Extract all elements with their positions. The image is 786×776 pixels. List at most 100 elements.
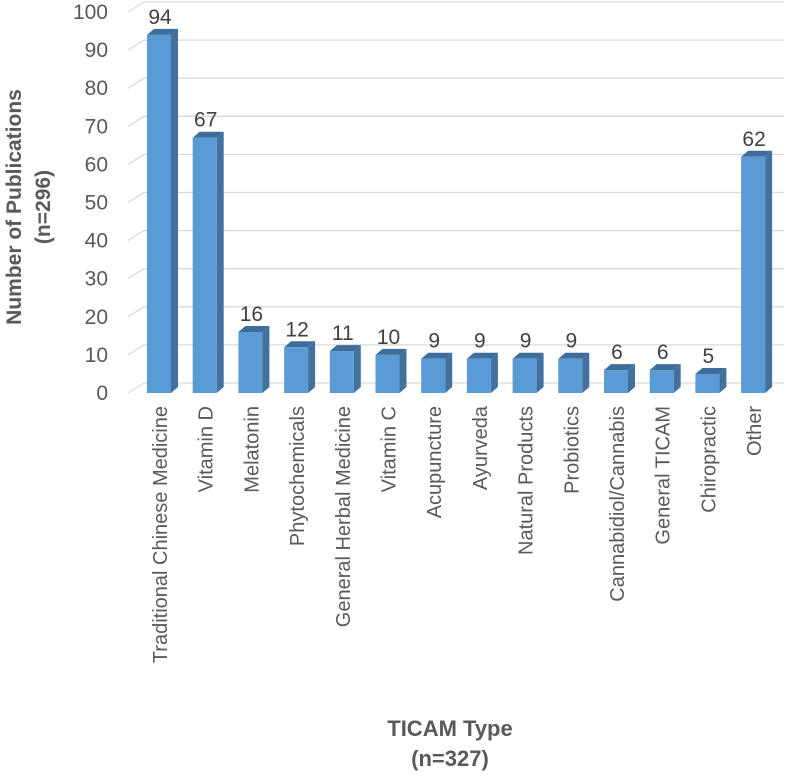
bar-traditional-chinese-medicine: 94	[147, 6, 178, 394]
y-tick-label-60: 60	[85, 153, 108, 176]
gridline-60	[127, 153, 784, 165]
x-axis-title-line2: (n=327)	[411, 746, 489, 771]
x-category-label-melatonin: Melatonin	[241, 406, 263, 493]
bar-value-label: 11	[332, 322, 354, 345]
bar-value-label: 94	[148, 6, 172, 29]
gridline-20	[127, 306, 784, 318]
bar-value-label: 67	[194, 109, 217, 132]
bar-top-face	[329, 345, 361, 352]
bar-front-face	[466, 358, 491, 393]
bar-side-face	[353, 345, 361, 393]
bar-general-ticam: 6	[649, 341, 681, 393]
x-category-label-traditional-chinese-medicine: Traditional Chinese Medicine	[150, 406, 172, 663]
bar-ayurveda: 9	[466, 330, 498, 393]
x-category-label-vitamin-c: Vitamin C	[379, 406, 401, 492]
gridline-40	[127, 229, 784, 242]
y-tick-label-0: 0	[96, 382, 108, 405]
gridline-50	[127, 191, 784, 204]
bar-chiropractic: 5	[695, 345, 727, 393]
bar-top-face	[604, 364, 635, 371]
x-category-label-natural-products: Natural Products	[516, 406, 538, 555]
bar-general-herbal-medicine: 11	[329, 322, 361, 393]
bar-value-label: 10	[377, 326, 400, 349]
bar-top-face	[238, 326, 270, 333]
bar-side-face	[445, 352, 453, 393]
bar-value-label: 12	[285, 318, 308, 341]
bar-top-face	[375, 348, 407, 355]
gridline-0	[127, 382, 784, 394]
bar-value-label: 62	[742, 128, 765, 151]
y-axis-title-line2: (n=296)	[32, 169, 55, 245]
x-axis-title: TICAM Type (n=327)	[300, 714, 600, 774]
bar-vitamin-c: 10	[375, 326, 407, 393]
bar-value-label: 9	[520, 330, 532, 353]
y-tick-label-30: 30	[85, 268, 108, 291]
x-category-label-ayurveda: Ayurveda	[470, 405, 492, 490]
bar-side-face	[719, 367, 727, 393]
bar-side-face	[216, 131, 224, 394]
bar-front-face	[649, 370, 674, 393]
bar-side-face	[536, 352, 544, 393]
bar-top-face	[192, 131, 224, 138]
gridline-70	[127, 115, 784, 127]
y-axis-title-line1: Number of Publications	[3, 89, 26, 325]
x-category-label-other: Other	[744, 406, 766, 456]
bar-front-face	[512, 358, 537, 393]
bar-value-label: 9	[428, 330, 440, 353]
bar-value-label: 5	[703, 345, 715, 368]
gridline-30	[127, 268, 784, 280]
y-tick-label-80: 80	[85, 77, 108, 100]
x-category-label-cannabidiol-cannabis: Cannabidiol/Cannabis	[607, 406, 629, 602]
bar-natural-products: 9	[512, 330, 544, 393]
bar-value-label: 16	[240, 303, 263, 326]
y-axis-title: Number of Publications (n=296)	[0, 37, 58, 377]
bar-probiotics: 9	[558, 330, 590, 393]
bar-top-face	[649, 364, 681, 371]
y-tick-label-20: 20	[85, 306, 108, 329]
bar-vitamin-d: 67	[192, 109, 224, 394]
bar-front-face	[147, 34, 171, 394]
bar-top-face	[466, 352, 498, 359]
bar-phytochemicals: 12	[284, 318, 316, 393]
bar-top-face	[147, 28, 178, 35]
gridline-100	[127, 1, 784, 13]
bar-front-face	[284, 347, 309, 393]
bar-top-face	[421, 352, 453, 359]
bar-top-face	[558, 352, 590, 359]
bar-front-face	[375, 354, 400, 393]
x-category-label-probiotics: Probiotics	[561, 406, 583, 494]
gridline-90	[127, 39, 784, 51]
bar-front-face	[741, 156, 766, 393]
bar-side-face	[262, 326, 270, 393]
x-category-label-phytochemicals: Phytochemicals	[287, 406, 309, 546]
gridline-10	[127, 344, 784, 356]
bar-side-face	[171, 28, 178, 394]
bar-acupuncture: 9	[421, 330, 453, 393]
bar-front-face	[329, 351, 354, 393]
y-tick-label-10: 10	[85, 344, 108, 367]
bar-side-face	[308, 341, 316, 393]
bar-top-face	[512, 352, 544, 359]
x-category-label-general-herbal-medicine: General Herbal Medicine	[333, 406, 355, 627]
bar-value-label: 6	[611, 341, 623, 364]
bar-cannabidiol-cannabis: 6	[604, 341, 635, 393]
gridline-80	[127, 77, 784, 89]
bar-front-face	[604, 370, 628, 393]
y-tick-label-40: 40	[85, 230, 108, 253]
bar-side-face	[490, 352, 498, 393]
bar-top-face	[284, 341, 316, 348]
bar-front-face	[695, 373, 720, 393]
y-tick-label-70: 70	[85, 115, 108, 138]
x-category-label-general-ticam: General TICAM	[653, 406, 675, 545]
bar-side-face	[628, 364, 635, 393]
bar-front-face	[192, 137, 217, 393]
x-category-label-vitamin-d: Vitamin D	[196, 406, 218, 492]
bar-side-face	[673, 364, 681, 393]
bar-value-label: 9	[474, 330, 486, 353]
y-tick-label-50: 50	[85, 192, 108, 215]
bar-other: 62	[741, 128, 773, 393]
x-category-label-acupuncture: Acupuncture	[424, 406, 446, 518]
bar-value-label: 9	[565, 330, 577, 353]
